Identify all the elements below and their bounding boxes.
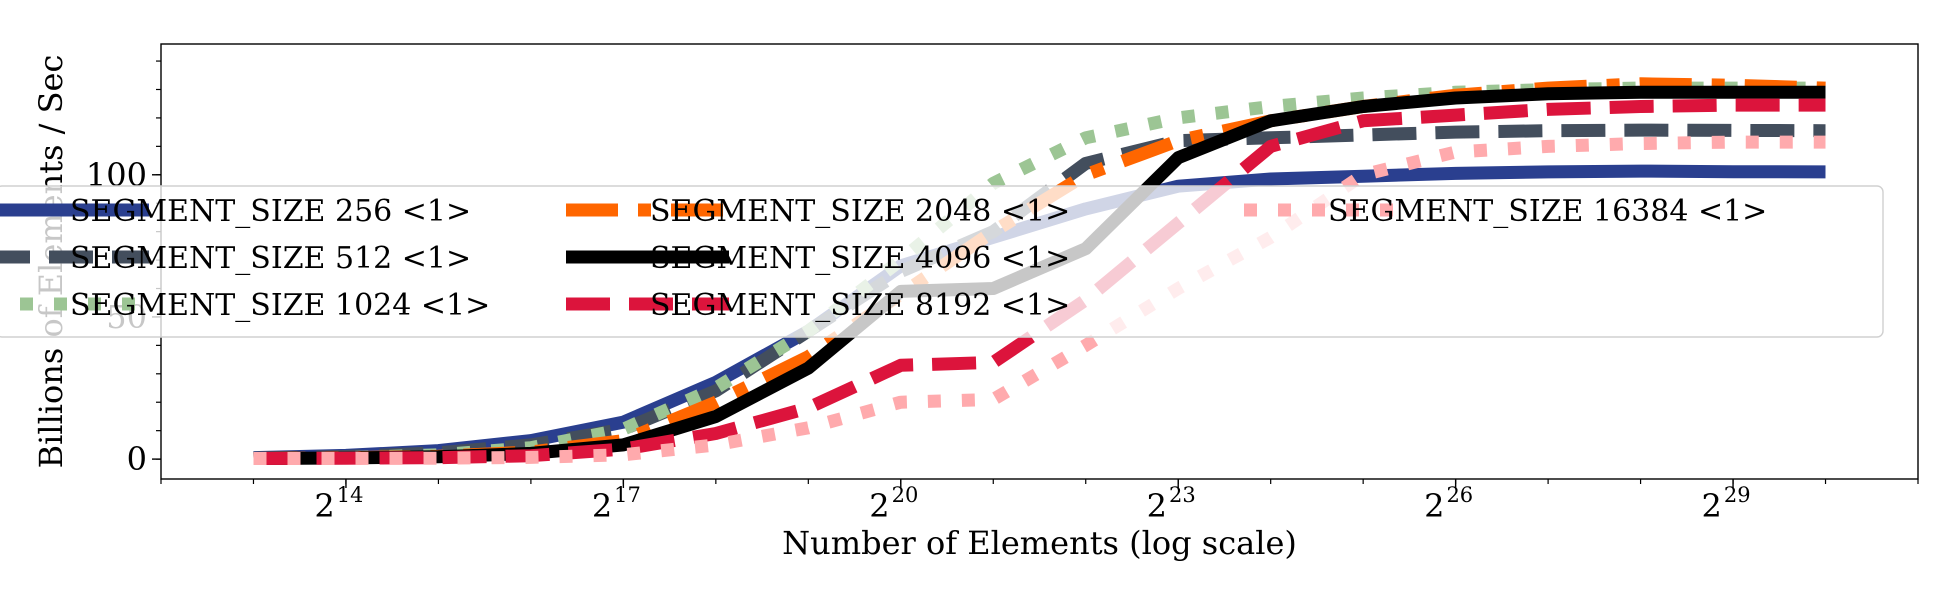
legend-label: SEGMENT_SIZE 512 <1> [70,241,471,276]
x-axis-label: Number of Elements (log scale) [782,524,1297,562]
x-tick-label: 223 [1147,483,1196,525]
x-tick-label: 214 [314,483,363,525]
legend-box [0,185,1884,338]
legend-label: SEGMENT_SIZE 256 <1> [70,194,471,229]
legend-label: SEGMENT_SIZE 16384 <1> [1328,194,1767,229]
x-tick-label: 217 [592,483,641,525]
series-line-6 [253,98,1826,465]
y-tick-label: 0 [127,440,147,478]
x-tick-label: 226 [1424,483,1473,525]
legend-label: SEGMENT_SIZE 1024 <1> [70,288,490,323]
legend: SEGMENT_SIZE 256 <1> SEGMENT_SIZE 512 <1>… [0,185,1884,338]
x-tick-label: 229 [1702,483,1751,525]
legend-label: SEGMENT_SIZE 8192 <1> [650,288,1070,323]
legend-label: SEGMENT_SIZE 4096 <1> [650,241,1070,276]
x-axis: 214 217 220 223 226 229 [160,479,1919,525]
legend-label: SEGMENT_SIZE 2048 <1> [650,194,1070,229]
x-tick-label: 220 [869,483,918,525]
